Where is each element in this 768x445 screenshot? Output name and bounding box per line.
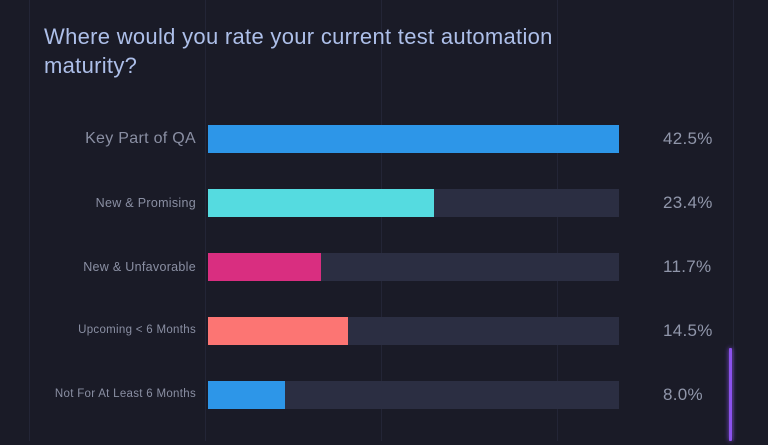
category-label: Upcoming < 6 Months bbox=[78, 324, 196, 337]
vertical-gridline bbox=[733, 0, 734, 441]
value-label: 11.7% bbox=[663, 257, 712, 276]
bar-fill bbox=[208, 253, 322, 281]
bar-fill bbox=[208, 317, 349, 345]
bar-chart: Key Part of QA 42.5% New & Promising 23.… bbox=[0, 125, 768, 445]
bar-track bbox=[208, 253, 619, 281]
category-label: New & Promising bbox=[95, 195, 196, 210]
vertical-gridline bbox=[381, 0, 382, 441]
category-label: Not For At Least 6 Months bbox=[54, 388, 196, 401]
value-label: 23.4% bbox=[663, 193, 713, 212]
category-label: New & Unfavorable bbox=[83, 259, 196, 274]
value-label: 14.5% bbox=[663, 321, 713, 340]
chart-title: Where would you rate your current test a… bbox=[44, 24, 553, 78]
category-label: Key Part of QA bbox=[85, 130, 196, 147]
bar-row: Upcoming < 6 Months 14.5% bbox=[0, 317, 768, 345]
value-label: 42.5% bbox=[663, 129, 713, 148]
bar-track bbox=[208, 381, 619, 409]
bar-track bbox=[208, 317, 619, 345]
bar-fill bbox=[208, 125, 619, 153]
vertical-gridline bbox=[557, 0, 558, 441]
bar-track bbox=[208, 125, 619, 153]
bar-row: Not For At Least 6 Months 8.0% bbox=[0, 381, 768, 409]
vertical-gridline bbox=[29, 0, 30, 441]
vertical-gridline bbox=[205, 0, 206, 441]
bar-fill bbox=[208, 189, 435, 217]
bar-row: New & Unfavorable 11.7% bbox=[0, 253, 768, 281]
bar-fill bbox=[208, 381, 286, 409]
bar-row: Key Part of QA 42.5% bbox=[0, 125, 768, 153]
accent-cursor-line bbox=[729, 348, 732, 441]
bar-row: New & Promising 23.4% bbox=[0, 189, 768, 217]
bar-track bbox=[208, 189, 619, 217]
value-label: 8.0% bbox=[663, 385, 703, 404]
